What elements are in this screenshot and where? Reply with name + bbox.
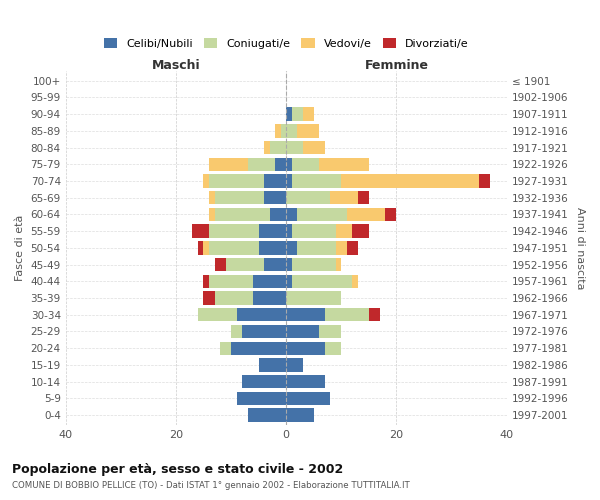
Bar (297, 208, 347, 221)
Legend: Celibi/Nubili, Coniugati/e, Vedovi/e, Divorziati/e: Celibi/Nubili, Coniugati/e, Vedovi/e, Di… (100, 34, 473, 54)
Bar (286, 158, 292, 171)
Bar (331, 191, 358, 204)
Bar (347, 241, 358, 254)
Bar (236, 392, 286, 405)
Bar (264, 141, 269, 154)
Bar (479, 174, 490, 188)
Bar (203, 274, 209, 288)
Bar (242, 375, 286, 388)
Text: Popolazione per età, sesso e stato civile - 2002: Popolazione per età, sesso e stato civil… (12, 462, 343, 475)
Bar (220, 342, 231, 355)
Bar (259, 241, 286, 254)
Bar (259, 224, 286, 238)
Text: Femmine: Femmine (364, 60, 428, 72)
Bar (203, 292, 215, 304)
Bar (286, 191, 331, 204)
Bar (292, 158, 319, 171)
Bar (264, 191, 286, 204)
Bar (275, 124, 281, 138)
Bar (369, 308, 380, 322)
Bar (341, 174, 479, 188)
Bar (253, 274, 286, 288)
Bar (286, 358, 303, 372)
Bar (242, 325, 286, 338)
Y-axis label: Fasce di età: Fasce di età (15, 214, 25, 281)
Bar (286, 325, 319, 338)
Bar (292, 224, 336, 238)
Bar (336, 224, 352, 238)
Bar (286, 108, 292, 121)
Bar (264, 258, 286, 272)
Bar (352, 224, 369, 238)
Bar (193, 224, 209, 238)
Bar (209, 191, 215, 204)
Bar (286, 208, 297, 221)
Bar (215, 292, 253, 304)
Bar (286, 124, 297, 138)
Bar (292, 108, 303, 121)
Bar (336, 258, 341, 272)
Bar (286, 308, 325, 322)
Bar (236, 308, 286, 322)
Bar (286, 141, 303, 154)
Bar (231, 325, 242, 338)
Bar (264, 174, 286, 188)
Bar (319, 158, 369, 171)
Bar (286, 375, 325, 388)
Bar (209, 241, 259, 254)
Bar (385, 208, 397, 221)
Bar (286, 241, 297, 254)
Bar (292, 274, 352, 288)
Bar (259, 358, 286, 372)
Bar (231, 342, 286, 355)
Bar (281, 124, 286, 138)
Bar (292, 258, 336, 272)
Bar (286, 392, 331, 405)
Bar (203, 174, 209, 188)
Text: Maschi: Maschi (152, 60, 200, 72)
Bar (336, 241, 347, 254)
Bar (286, 274, 292, 288)
Bar (269, 208, 286, 221)
Bar (248, 408, 286, 422)
Bar (352, 274, 358, 288)
Bar (275, 158, 286, 171)
Bar (325, 308, 369, 322)
Bar (325, 342, 341, 355)
Bar (209, 274, 253, 288)
Bar (347, 208, 385, 221)
Bar (253, 292, 286, 304)
Bar (209, 208, 215, 221)
Bar (209, 158, 248, 171)
Bar (209, 224, 259, 238)
Bar (303, 141, 325, 154)
Bar (209, 174, 264, 188)
Bar (319, 325, 341, 338)
Bar (215, 258, 226, 272)
Y-axis label: Anni di nascita: Anni di nascita (575, 206, 585, 289)
Bar (286, 408, 314, 422)
Bar (198, 241, 203, 254)
Text: COMUNE DI BOBBIO PELLICE (TO) - Dati ISTAT 1° gennaio 2002 - Elaborazione TUTTIT: COMUNE DI BOBBIO PELLICE (TO) - Dati IST… (12, 481, 410, 490)
Bar (286, 258, 292, 272)
Bar (297, 124, 319, 138)
Bar (286, 224, 292, 238)
Bar (198, 308, 236, 322)
Bar (303, 108, 314, 121)
Bar (286, 292, 341, 304)
Bar (203, 241, 209, 254)
Bar (292, 174, 341, 188)
Bar (358, 191, 369, 204)
Bar (215, 208, 269, 221)
Bar (226, 258, 264, 272)
Bar (286, 342, 325, 355)
Bar (215, 191, 264, 204)
Bar (248, 158, 275, 171)
Bar (269, 141, 286, 154)
Bar (286, 174, 292, 188)
Bar (297, 241, 336, 254)
